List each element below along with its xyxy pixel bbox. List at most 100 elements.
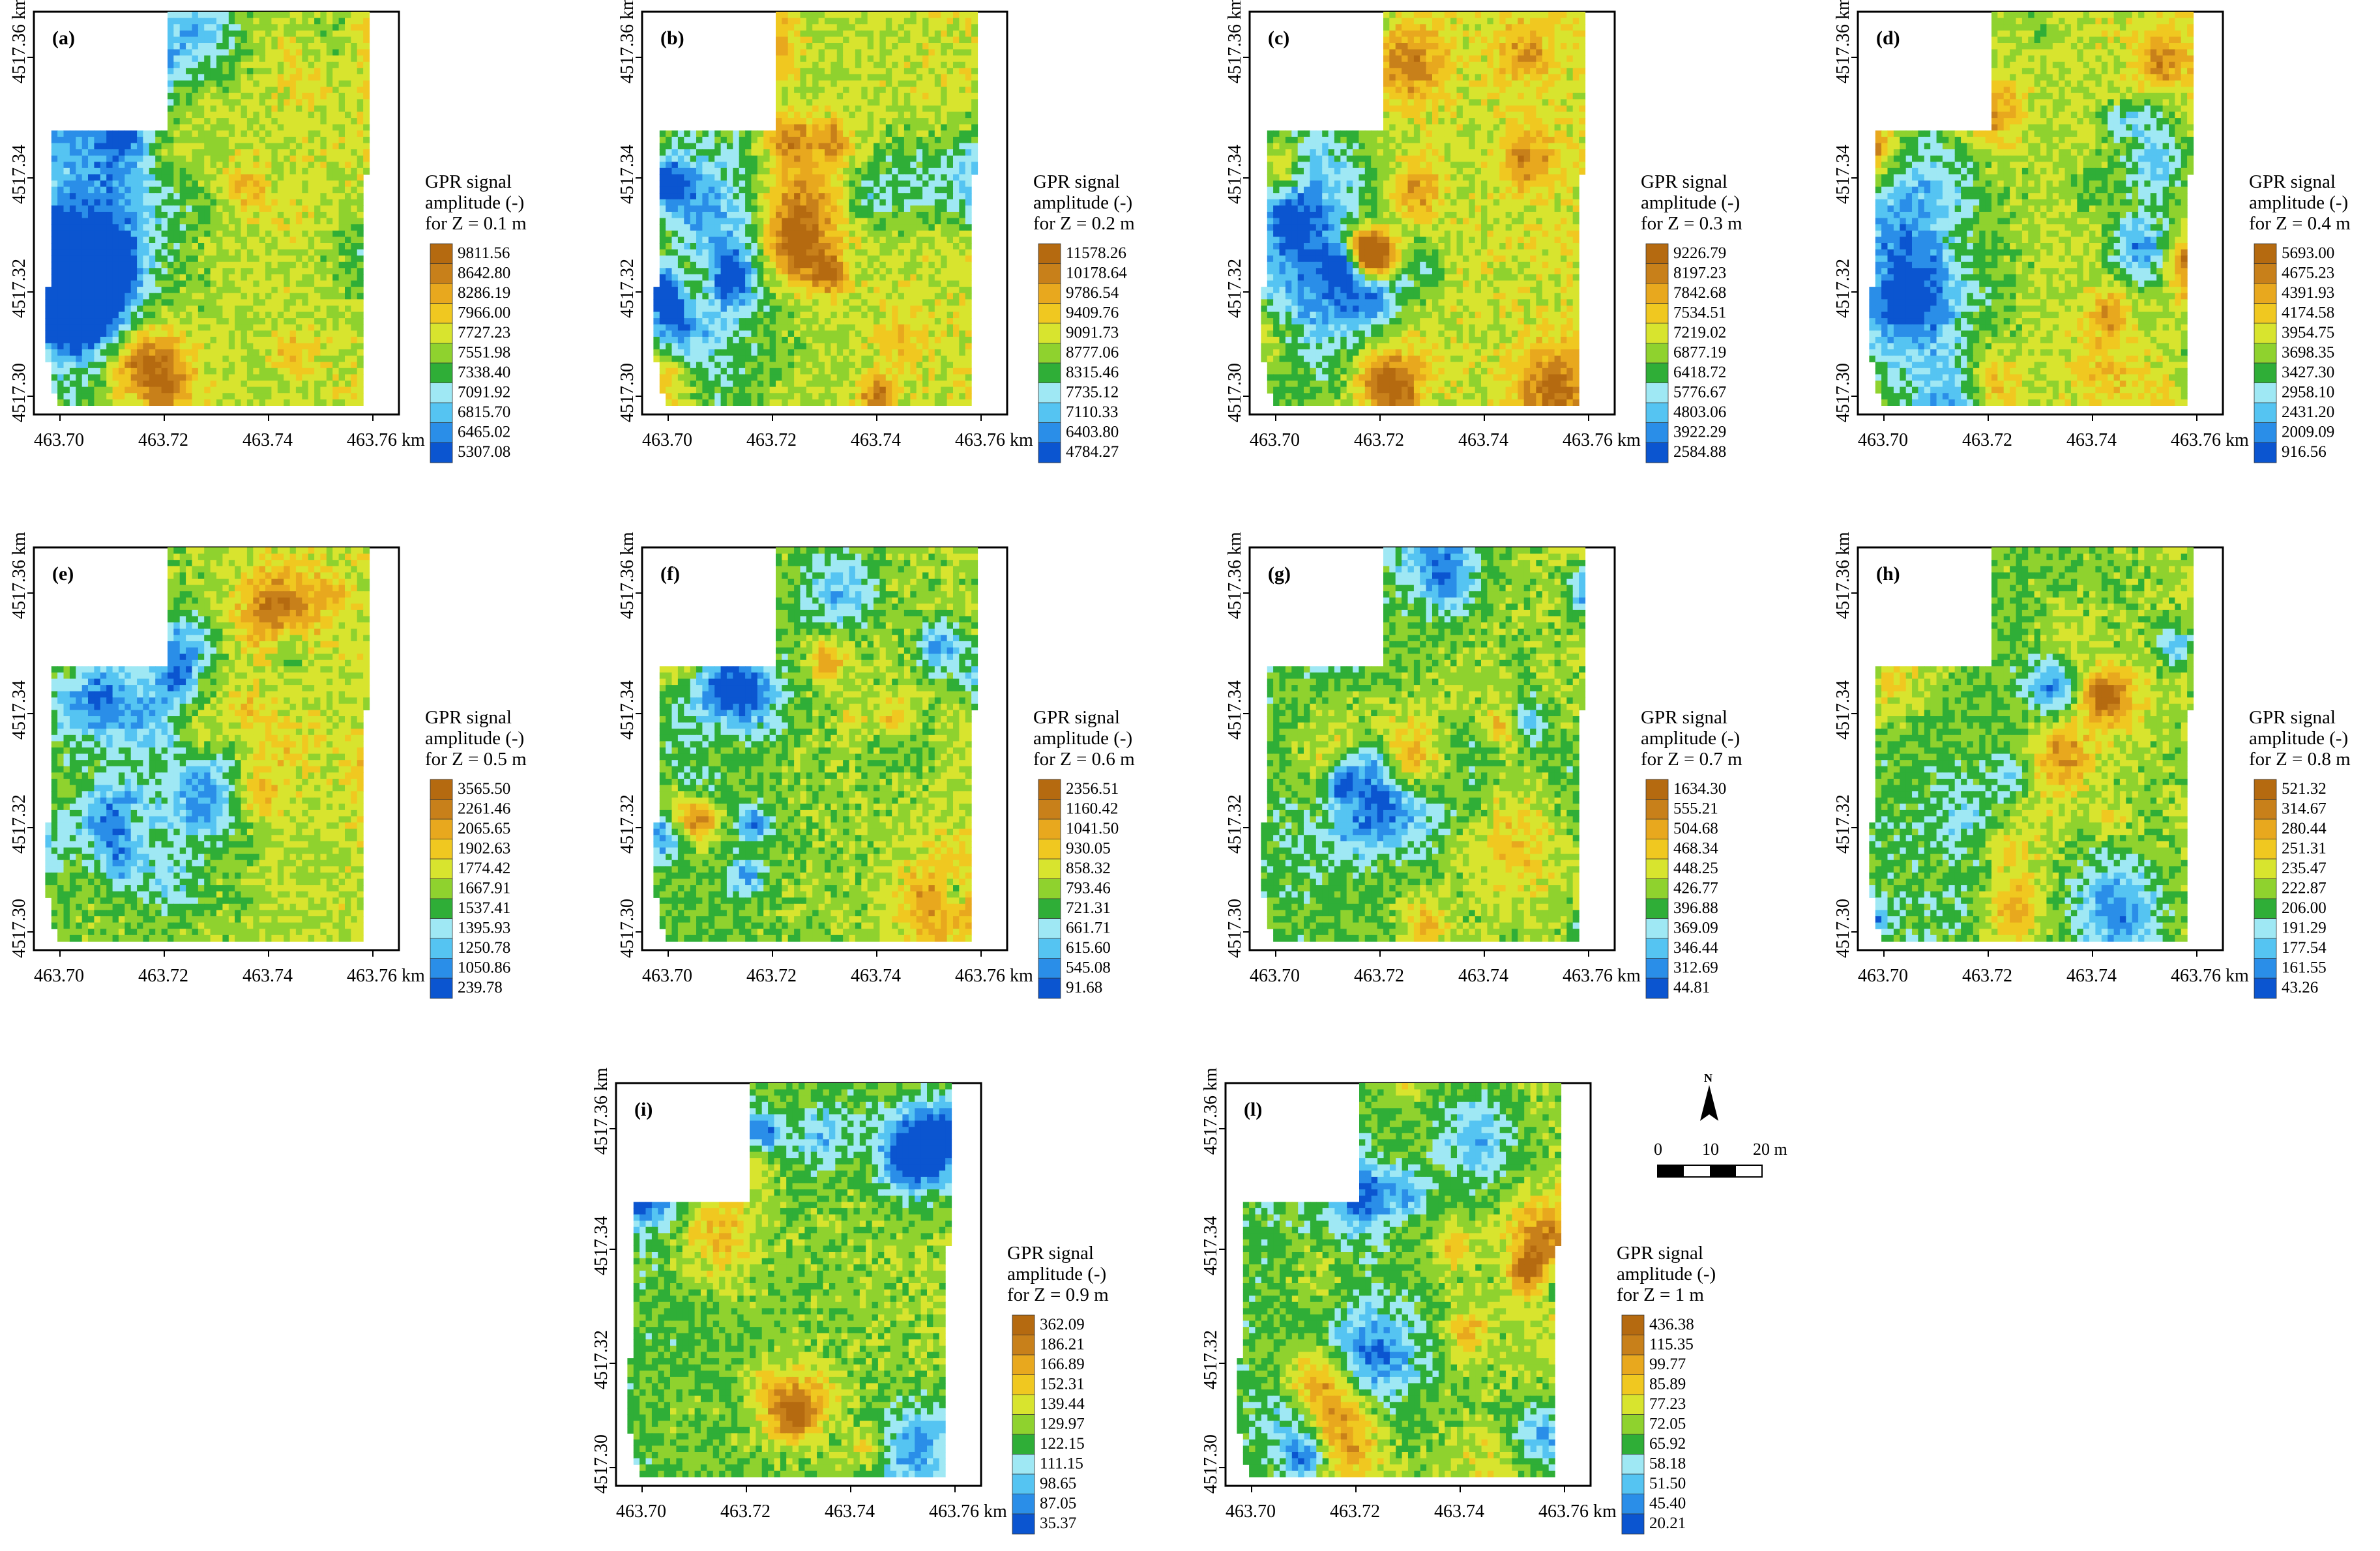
- heatmap-cell: [100, 137, 107, 143]
- heatmap-cell: [70, 168, 76, 175]
- heatmap-cell: [278, 181, 284, 187]
- heatmap-cell: [253, 31, 259, 37]
- heatmap-cell: [302, 31, 308, 37]
- heatmap-cell: [296, 205, 302, 212]
- heatmap-cell: [247, 81, 254, 87]
- heatmap-cell: [284, 124, 290, 131]
- heatmap-cell: [308, 168, 315, 175]
- heatmap-cell: [216, 168, 223, 175]
- heatmap-cell: [222, 74, 229, 81]
- heatmap-cell: [64, 224, 70, 231]
- heatmap-cell: [308, 143, 315, 150]
- heatmap-cell: [284, 187, 290, 194]
- heatmap-cell: [363, 62, 370, 68]
- heatmap-cell: [64, 130, 70, 137]
- heatmap-cell: [173, 99, 180, 106]
- heatmap-cell: [314, 187, 321, 194]
- heatmap-cell: [290, 31, 297, 37]
- heatmap-cell: [229, 181, 235, 187]
- heatmap-cell: [327, 36, 333, 43]
- heatmap-cell: [357, 12, 364, 18]
- heatmap-cell: [253, 50, 259, 56]
- heatmap-cell: [64, 156, 70, 162]
- heatmap-cell: [278, 199, 284, 206]
- heatmap-cell: [265, 81, 272, 87]
- heatmap-cell: [222, 205, 229, 212]
- heatmap-cell: [332, 193, 339, 199]
- heatmap-cell: [180, 112, 186, 119]
- heatmap-cell: [143, 212, 149, 218]
- heatmap-cell: [131, 205, 138, 212]
- heatmap-cell: [131, 212, 138, 218]
- heatmap-cell: [222, 199, 229, 206]
- heatmap-cell: [296, 31, 302, 37]
- heatmap-cell: [180, 199, 186, 206]
- heatmap-cell: [302, 181, 308, 187]
- heatmap-cell: [357, 218, 364, 225]
- heatmap-cell: [278, 212, 284, 218]
- heatmap-cell: [247, 50, 254, 56]
- heatmap-cell: [290, 50, 297, 56]
- heatmap-cell: [100, 181, 107, 187]
- heatmap-cell: [253, 112, 259, 119]
- heatmap-cell: [320, 168, 327, 175]
- heatmap-cell: [327, 199, 333, 206]
- heatmap-cell: [57, 205, 64, 212]
- heatmap-cell: [229, 68, 235, 74]
- heatmap-cell: [173, 187, 180, 194]
- heatmap-cell: [332, 137, 339, 143]
- heatmap-cell: [339, 149, 345, 156]
- heatmap-cell: [259, 156, 266, 162]
- heatmap-cell: [173, 130, 180, 137]
- heatmap-cell: [198, 112, 205, 119]
- heatmap-cell: [125, 218, 131, 225]
- heatmap-cell: [173, 193, 180, 199]
- heatmap-cell: [290, 112, 297, 119]
- heatmap-cell: [320, 43, 327, 50]
- heatmap-cell: [241, 218, 248, 225]
- heatmap-cell: [351, 62, 357, 68]
- heatmap-cell: [296, 149, 302, 156]
- heatmap-cell: [131, 168, 138, 175]
- heatmap-cell: [357, 43, 364, 50]
- heatmap-cell: [345, 81, 351, 87]
- heatmap-cell: [296, 218, 302, 225]
- heatmap-cell: [162, 187, 168, 194]
- heatmap-cell: [125, 212, 131, 218]
- heatmap-cell: [265, 12, 272, 18]
- heatmap-cell: [155, 156, 162, 162]
- heatmap-cell: [265, 74, 272, 81]
- heatmap-cell: [296, 193, 302, 199]
- heatmap-cell: [290, 156, 297, 162]
- heatmap-cell: [168, 99, 174, 106]
- heatmap-cell: [198, 130, 205, 137]
- heatmap-cell: [180, 36, 186, 43]
- heatmap-cell: [57, 187, 64, 194]
- heatmap-cell: [180, 74, 186, 81]
- heatmap-cell: [363, 99, 370, 106]
- heatmap-cell: [57, 149, 64, 156]
- heatmap-cell: [137, 193, 143, 199]
- heatmap-cell: [168, 193, 174, 199]
- heatmap-cell: [253, 168, 259, 175]
- heatmap-cell: [64, 187, 70, 194]
- heatmap-cell: [247, 118, 254, 124]
- heatmap-cell: [253, 124, 259, 131]
- heatmap-cell: [149, 205, 156, 212]
- heatmap-cell: [241, 149, 248, 156]
- heatmap-cell: [222, 112, 229, 119]
- heatmap-cell: [345, 112, 351, 119]
- heatmap-cell: [211, 50, 217, 56]
- heatmap-cell: [235, 81, 241, 87]
- heatmap-cell: [180, 87, 186, 93]
- heatmap-cell: [149, 137, 156, 143]
- heatmap-cell: [204, 12, 211, 18]
- heatmap-cell: [284, 162, 290, 168]
- heatmap-cell: [131, 218, 138, 225]
- heatmap-cell: [186, 193, 192, 199]
- heatmap-cell: [180, 118, 186, 124]
- heatmap-cell: [314, 43, 321, 50]
- heatmap-cell: [271, 87, 278, 93]
- heatmap-cell: [216, 174, 223, 181]
- heatmap-cell: [357, 143, 364, 150]
